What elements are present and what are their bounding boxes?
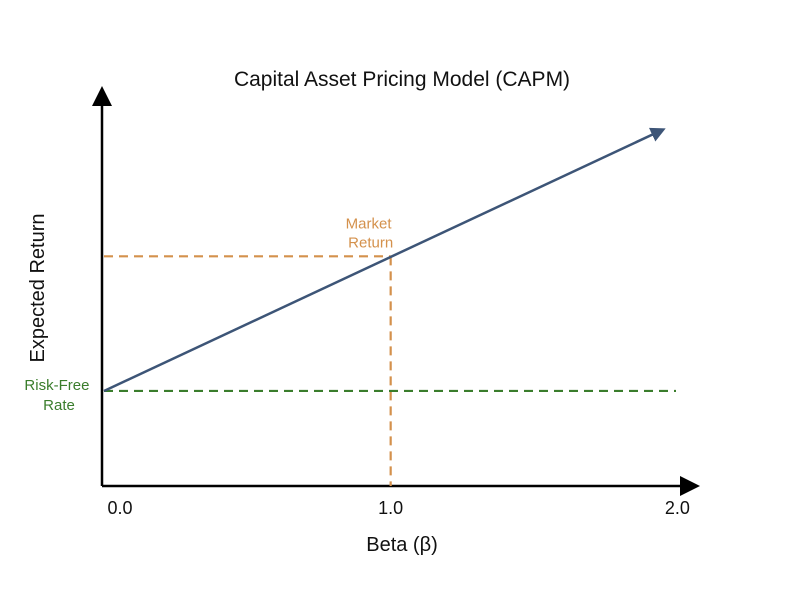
risk-free-rate-label-line-2: Rate (43, 397, 75, 414)
x-tick-labels: 0.0 1.0 2.0 (107, 498, 689, 518)
x-tick-label: 0.0 (107, 498, 132, 518)
risk-free-rate-label: Risk-Free Rate (24, 377, 93, 414)
risk-free-rate-label-line-1: Risk-Free (24, 377, 89, 394)
market-return-label: Market Return (346, 215, 396, 251)
x-axis-label: Beta (β) (366, 534, 438, 556)
security-market-line (103, 127, 666, 393)
x-tick-label: 2.0 (665, 498, 690, 518)
chart-title: Capital Asset Pricing Model (CAPM) (234, 68, 570, 91)
y-axis-label: Expected Return (27, 214, 49, 363)
market-return-label-line-2: Return (348, 234, 393, 251)
market-return-label-line-1: Market (346, 215, 393, 232)
x-tick-label: 1.0 (378, 498, 403, 518)
